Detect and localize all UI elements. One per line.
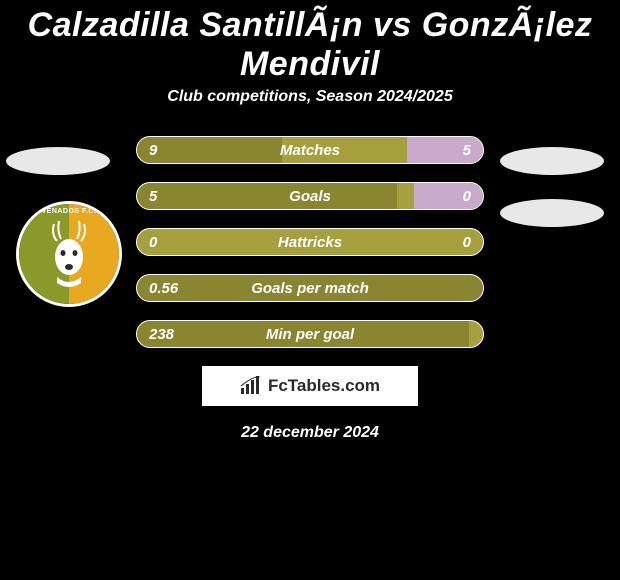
stat-row-goals: 5 Goals 0 <box>136 182 484 210</box>
deer-icon <box>39 219 99 289</box>
stat-value-right: 0 <box>463 234 471 251</box>
stat-rows: 9 Matches 5 5 Goals 0 0 Hattricks 0 0.56… <box>136 136 484 348</box>
comparison-layout: VENADOS F.C. 9 Matches 5 5 Goals 0 <box>0 136 620 442</box>
stat-label: Min per goal <box>137 326 483 343</box>
stat-row-min-per-goal: 238 Min per goal <box>136 320 484 348</box>
stat-row-goals-per-match: 0.56 Goals per match <box>136 274 484 302</box>
player-left-oval <box>6 147 110 175</box>
player-right-oval-1 <box>500 147 604 175</box>
chart-bars-icon <box>240 376 262 396</box>
stat-label: Hattricks <box>137 234 483 251</box>
stat-value-right: 0 <box>463 188 471 205</box>
stat-label: Goals <box>137 188 483 205</box>
club-logo: VENADOS F.C. <box>16 201 122 307</box>
player-right-oval-2 <box>500 199 604 227</box>
branding-text: FcTables.com <box>268 376 380 396</box>
date-text: 22 december 2024 <box>0 424 620 442</box>
stat-label: Goals per match <box>137 280 483 297</box>
page-subtitle: Club competitions, Season 2024/2025 <box>0 88 620 106</box>
logo-arc-text: VENADOS F.C. <box>19 208 119 215</box>
stat-label: Matches <box>137 142 483 159</box>
stat-value-right: 5 <box>463 142 471 159</box>
stat-row-matches: 9 Matches 5 <box>136 136 484 164</box>
stat-row-hattricks: 0 Hattricks 0 <box>136 228 484 256</box>
page-title: Calzadilla SantillÃ¡n vs GonzÃ¡lez Mendi… <box>0 0 620 88</box>
branding-box: FcTables.com <box>202 366 418 406</box>
